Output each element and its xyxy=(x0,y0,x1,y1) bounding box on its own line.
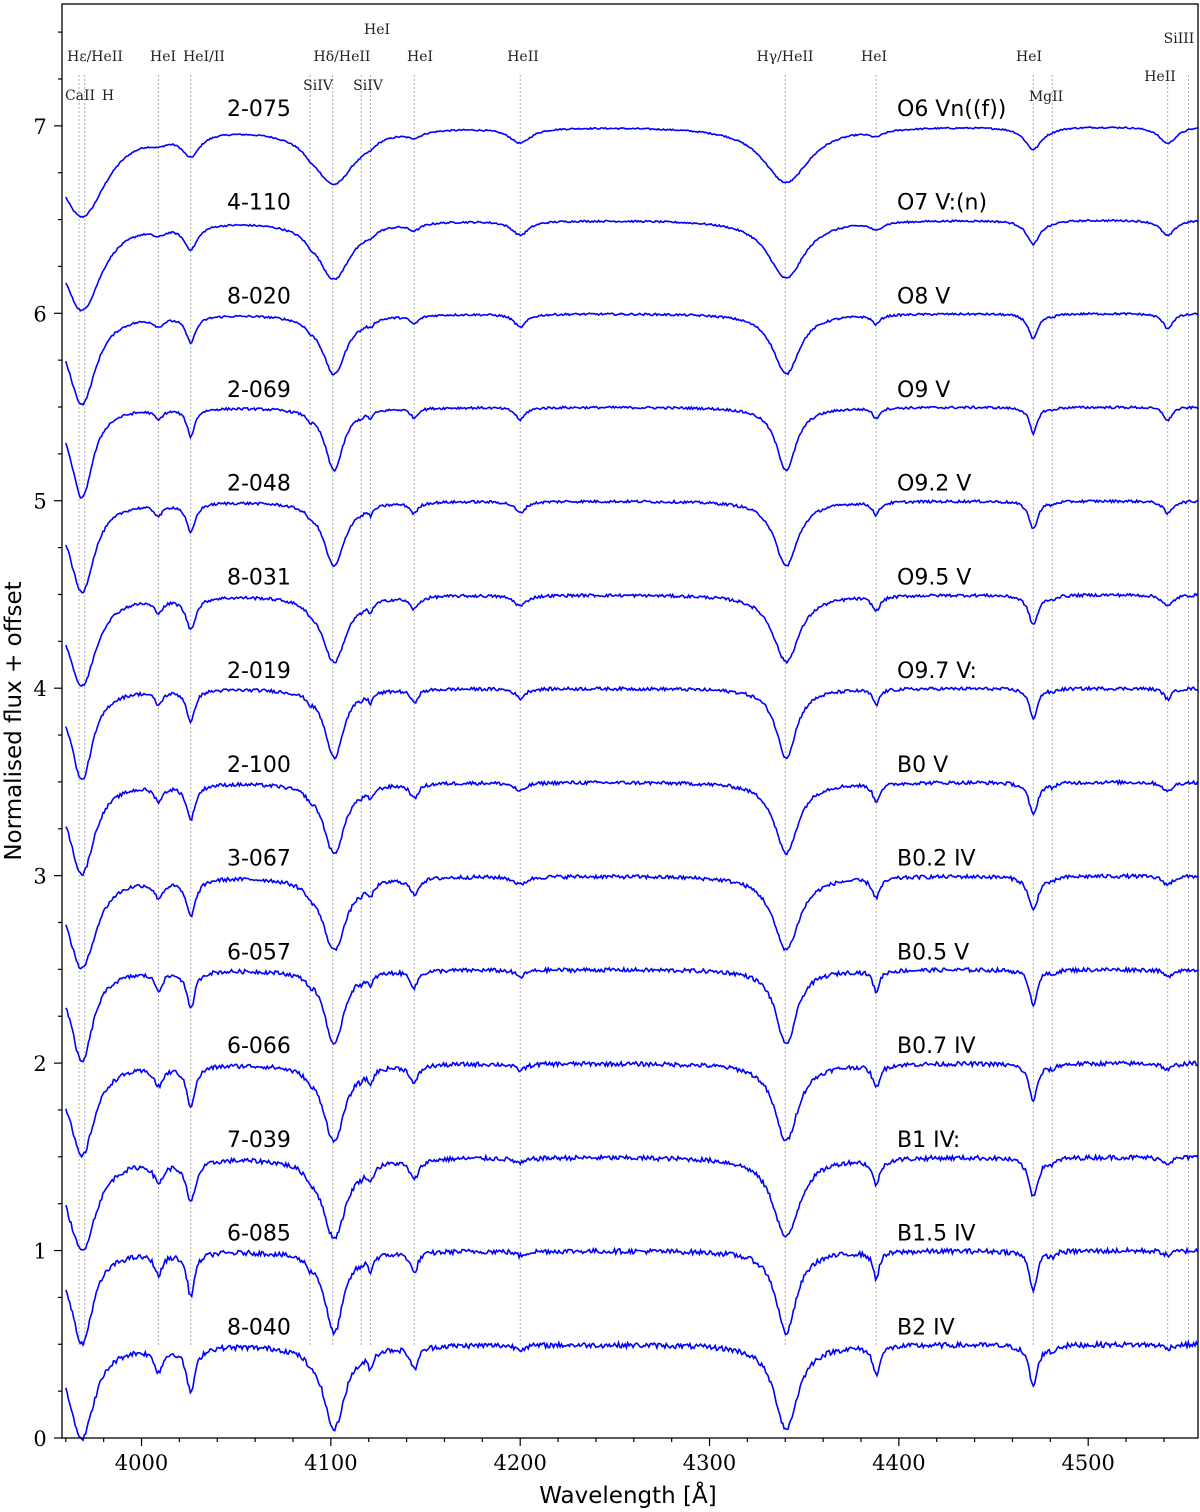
spectral-type-label: O9 V xyxy=(897,378,950,403)
spectral-type-label: B0 V xyxy=(897,753,948,778)
line-marker-label: HeI xyxy=(364,22,390,38)
star-id-label: 6-066 xyxy=(227,1034,291,1059)
star-id-label: 2-048 xyxy=(227,472,291,497)
spectral-type-label: O9.5 V xyxy=(897,565,971,590)
spectral-type-label: B2 IV xyxy=(897,1315,955,1340)
x-axis-label: Wavelength [Å] xyxy=(539,1481,716,1509)
spectral-type-label: O9.7 V: xyxy=(897,659,977,684)
line-marker-label: MgII xyxy=(1029,89,1063,105)
x-tick-label: 4300 xyxy=(683,1451,736,1475)
x-tick-label: 4500 xyxy=(1061,1451,1114,1475)
axes xyxy=(54,3,1199,1446)
spectrum-line xyxy=(65,218,1198,312)
line-marker-label: SiIV xyxy=(303,78,334,94)
spectrum-line xyxy=(65,404,1199,499)
star-id-label: 2-069 xyxy=(227,378,291,403)
star-id-label: 2-100 xyxy=(227,753,291,778)
spectrum-line xyxy=(65,1153,1199,1251)
line-marker-label: SiIV xyxy=(353,78,384,94)
y-tick-label: 5 xyxy=(33,490,46,514)
star-id-label: 4-110 xyxy=(227,191,291,216)
line-marker-label: HeI xyxy=(861,49,887,65)
spectral-type-label: O8 V xyxy=(897,284,950,309)
plot-frame xyxy=(61,3,1199,1439)
line-marker-label: HeI/II xyxy=(183,49,225,65)
spectrum-line xyxy=(65,311,1199,406)
spectrum-line xyxy=(65,592,1199,687)
star-id-label: 8-031 xyxy=(227,565,291,590)
spectrum-line xyxy=(65,965,1198,1063)
line-marker-label: Hε/HeII xyxy=(67,49,123,65)
star-id-label: 6-057 xyxy=(227,940,291,965)
x-tick-label: 4100 xyxy=(304,1451,357,1475)
spectrum-line xyxy=(65,498,1198,594)
spectrum-line xyxy=(65,1339,1199,1442)
line-marker-label: HeI xyxy=(1016,49,1042,65)
spectrum-line xyxy=(65,1059,1198,1159)
line-marker-label: CaII xyxy=(65,88,95,104)
spectral-type-label: B0.2 IV xyxy=(897,847,976,872)
spectral-type-label: B0.7 IV xyxy=(897,1034,976,1059)
x-tick-label: 4400 xyxy=(872,1451,925,1475)
star-id-label: 8-020 xyxy=(227,284,291,309)
y-tick-label: 7 xyxy=(33,115,46,139)
line-marker-label: HeII xyxy=(1144,69,1176,85)
annotations: 4000 4100 4200 4300 4400 4500 0 1 2 3 4 5 6 7 CaII Hε/H… xyxy=(33,22,1194,1475)
spectral-type-label: O6 Vn((f)) xyxy=(897,97,1006,122)
line-marker-label: Hγ/HeII xyxy=(757,49,814,65)
spectrum-line xyxy=(65,778,1199,876)
spectrum-line xyxy=(65,1246,1199,1348)
spectral-type-label: O7 V:(n) xyxy=(897,191,987,216)
y-tick-label: 4 xyxy=(33,677,46,701)
spectrum-line xyxy=(65,685,1198,780)
spectrum-line xyxy=(65,872,1198,970)
line-marker-label: H xyxy=(102,88,114,104)
star-id-label: 2-019 xyxy=(227,659,291,684)
line-marker-label: HeII xyxy=(507,49,539,65)
y-axis-label: Normalised flux + offset xyxy=(1,581,27,860)
spectra-series xyxy=(65,126,1199,1442)
spectral-type-label: B1 IV: xyxy=(897,1128,960,1153)
y-tick-label: 2 xyxy=(33,1052,46,1076)
spectrum-line xyxy=(65,126,1198,219)
line-marker-label: Hδ/HeII xyxy=(314,49,371,65)
y-tick-label: 1 xyxy=(33,1240,46,1264)
spectral-type-label: B0.5 V xyxy=(897,940,969,965)
line-marker-label: HeI xyxy=(150,49,176,65)
y-tick-label: 0 xyxy=(33,1427,46,1451)
x-tick-label: 4200 xyxy=(493,1451,546,1475)
line-markers xyxy=(78,75,1189,1345)
star-id-label: 7-039 xyxy=(227,1128,291,1153)
y-tick-label: 3 xyxy=(33,865,46,889)
spectral-type-label: B1.5 IV xyxy=(897,1222,976,1247)
spectral-type-label: O9.2 V xyxy=(897,472,971,497)
star-id-label: 3-067 xyxy=(227,847,291,872)
line-marker-label: HeI xyxy=(407,49,433,65)
x-tick-label: 4000 xyxy=(115,1451,168,1475)
star-id-label: 6-085 xyxy=(227,1222,291,1247)
line-marker-label: SiIII xyxy=(1164,31,1195,47)
star-id-label: 2-075 xyxy=(227,97,291,122)
y-tick-label: 6 xyxy=(33,302,46,326)
star-id-label: 8-040 xyxy=(227,1315,291,1340)
